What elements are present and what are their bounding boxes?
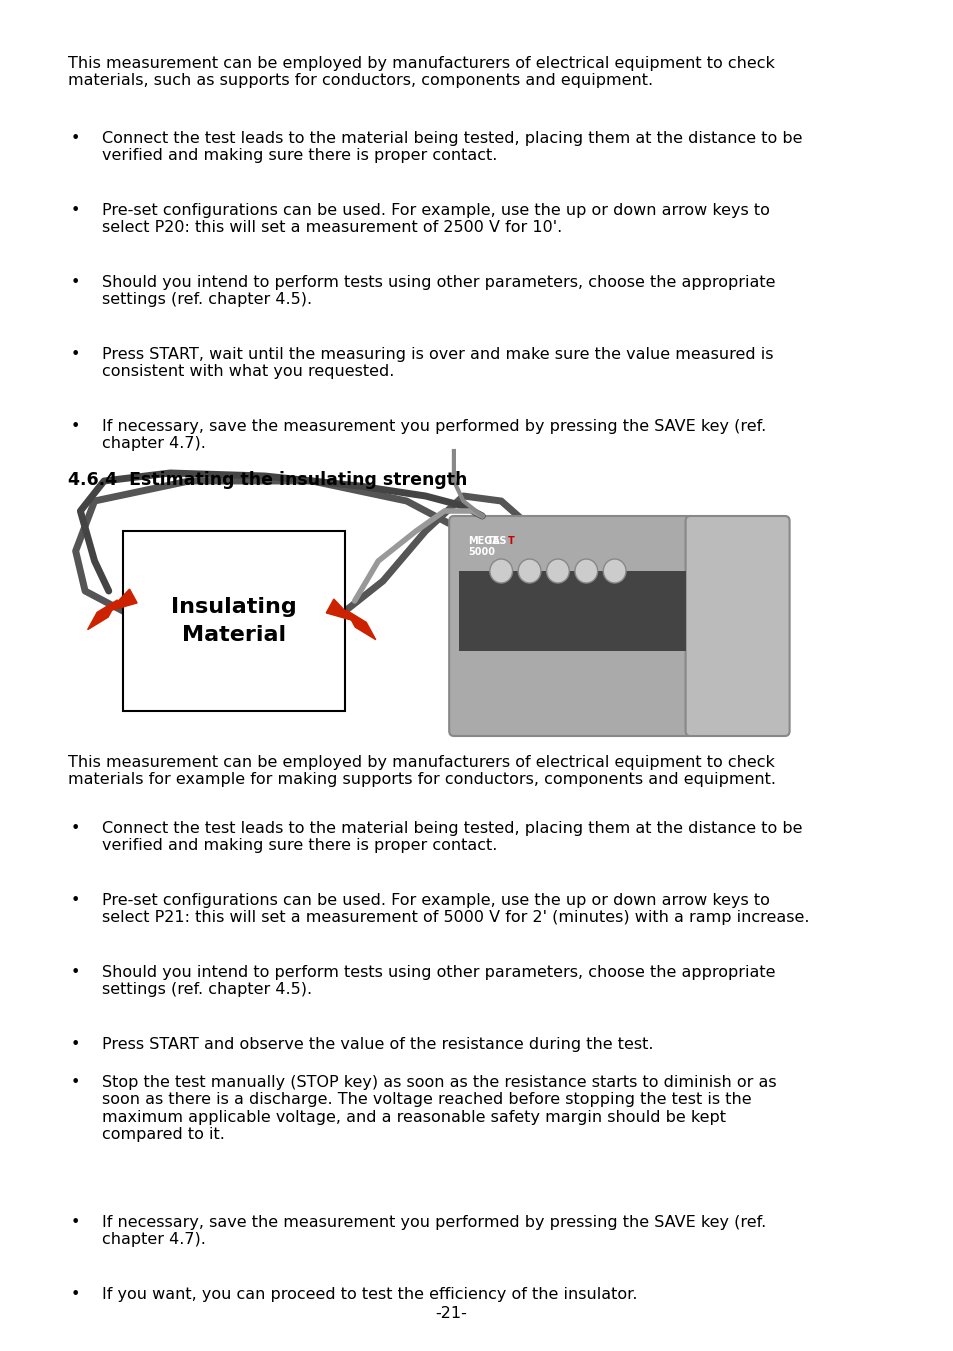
Text: Connect the test leads to the material being tested, placing them at the distanc: Connect the test leads to the material b… bbox=[102, 821, 801, 854]
Circle shape bbox=[489, 559, 512, 584]
Text: Should you intend to perform tests using other parameters, choose the appropriat: Should you intend to perform tests using… bbox=[102, 276, 775, 308]
Text: •: • bbox=[71, 203, 80, 218]
Text: •: • bbox=[71, 1038, 80, 1052]
Text: •: • bbox=[71, 347, 80, 362]
Text: Pre-set configurations can be used. For example, use the up or down arrow keys t: Pre-set configurations can be used. For … bbox=[102, 893, 809, 925]
Text: •: • bbox=[71, 1075, 80, 1090]
Circle shape bbox=[546, 559, 569, 584]
Text: •: • bbox=[71, 821, 80, 836]
Text: T: T bbox=[507, 536, 514, 546]
Text: Insulating: Insulating bbox=[171, 597, 296, 617]
Text: 4.6.4  Estimating the insulating strength: 4.6.4 Estimating the insulating strength bbox=[68, 471, 467, 489]
FancyBboxPatch shape bbox=[685, 516, 789, 736]
Text: Press START and observe the value of the resistance during the test.: Press START and observe the value of the… bbox=[102, 1038, 653, 1052]
FancyBboxPatch shape bbox=[123, 531, 345, 711]
Text: •: • bbox=[71, 965, 80, 979]
FancyBboxPatch shape bbox=[458, 571, 685, 651]
Circle shape bbox=[575, 559, 597, 584]
Text: MEGA: MEGA bbox=[468, 536, 499, 546]
Text: Material: Material bbox=[182, 626, 286, 644]
Text: •: • bbox=[71, 276, 80, 290]
Text: Connect the test leads to the material being tested, placing them at the distanc: Connect the test leads to the material b… bbox=[102, 131, 801, 163]
Polygon shape bbox=[109, 589, 137, 611]
Text: 5000: 5000 bbox=[468, 547, 495, 557]
Text: If necessary, save the measurement you performed by pressing the SAVE key (ref.
: If necessary, save the measurement you p… bbox=[102, 419, 765, 451]
Polygon shape bbox=[326, 598, 355, 621]
FancyBboxPatch shape bbox=[449, 516, 695, 736]
Text: TES: TES bbox=[486, 536, 507, 546]
Circle shape bbox=[517, 559, 540, 584]
Text: •: • bbox=[71, 1288, 80, 1302]
Text: This measurement can be employed by manufacturers of electrical equipment to che: This measurement can be employed by manu… bbox=[68, 55, 774, 88]
Text: •: • bbox=[71, 131, 80, 146]
Text: If you want, you can proceed to test the efficiency of the insulator.: If you want, you can proceed to test the… bbox=[102, 1288, 637, 1302]
Text: Press START, wait until the measuring is over and make sure the value measured i: Press START, wait until the measuring is… bbox=[102, 347, 773, 380]
Text: Stop the test manually (STOP key) as soon as the resistance starts to diminish o: Stop the test manually (STOP key) as soo… bbox=[102, 1075, 776, 1142]
Text: This measurement can be employed by manufacturers of electrical equipment to che: This measurement can be employed by manu… bbox=[68, 755, 776, 788]
Text: Should you intend to perform tests using other parameters, choose the appropriat: Should you intend to perform tests using… bbox=[102, 965, 775, 997]
Text: If necessary, save the measurement you performed by pressing the SAVE key (ref.
: If necessary, save the measurement you p… bbox=[102, 1215, 765, 1247]
Polygon shape bbox=[88, 600, 117, 630]
Circle shape bbox=[602, 559, 625, 584]
Text: •: • bbox=[71, 893, 80, 908]
Text: •: • bbox=[71, 1215, 80, 1229]
Text: -21-: -21- bbox=[435, 1306, 467, 1321]
Polygon shape bbox=[345, 609, 375, 639]
Text: •: • bbox=[71, 419, 80, 434]
Text: Pre-set configurations can be used. For example, use the up or down arrow keys t: Pre-set configurations can be used. For … bbox=[102, 203, 769, 235]
